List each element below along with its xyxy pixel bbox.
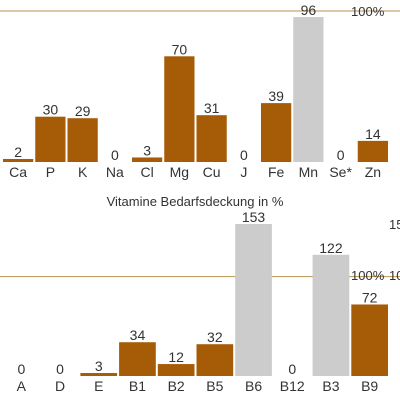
- bar-e: [80, 373, 118, 376]
- category-label: D: [55, 378, 65, 394]
- vitamins-chart: Vitamine Bedarfsdeckung in % 100% 15 10 …: [0, 194, 400, 394]
- bar-ca: [3, 158, 34, 162]
- bar-p: [35, 116, 66, 162]
- category-label: B9: [361, 378, 378, 394]
- category-label: Fe: [268, 164, 285, 180]
- data-label: 31: [204, 100, 220, 116]
- bar-mg: [164, 56, 195, 162]
- data-label: 72: [362, 289, 378, 305]
- data-label: 32: [207, 329, 223, 345]
- data-label: 122: [319, 240, 343, 256]
- edge-label-ref: 10: [389, 268, 400, 283]
- category-label: P: [46, 164, 55, 180]
- bar-zn: [357, 140, 388, 162]
- data-label: 0: [17, 361, 25, 377]
- data-label: 70: [172, 41, 188, 57]
- bar-mn: [293, 17, 324, 163]
- bar-b5: [196, 344, 234, 376]
- category-label: Mg: [170, 164, 189, 180]
- data-label: 0: [288, 361, 296, 377]
- category-label: Zn: [365, 164, 381, 180]
- category-label: Cu: [203, 164, 221, 180]
- category-label: Se*: [329, 164, 352, 180]
- data-label: 34: [130, 327, 146, 343]
- category-label: J: [240, 164, 247, 180]
- category-label: B6: [245, 378, 262, 394]
- reference-label-100: 100%: [351, 268, 385, 283]
- data-label: 96: [301, 2, 317, 18]
- category-label: K: [78, 164, 88, 180]
- category-label: B12: [280, 378, 305, 394]
- data-label: 29: [75, 103, 91, 119]
- data-label: 2: [14, 144, 22, 160]
- data-label: 12: [168, 349, 184, 365]
- category-label: Cl: [141, 164, 154, 180]
- category-label: Mn: [299, 164, 318, 180]
- bar-b9: [351, 304, 388, 376]
- bar-cu: [196, 115, 227, 162]
- edge-label-top: 15: [389, 217, 400, 232]
- bar-b1: [119, 342, 156, 376]
- data-label: 0: [56, 361, 64, 377]
- data-label: 14: [365, 126, 381, 142]
- data-label: 3: [95, 358, 103, 374]
- data-label: 0: [111, 147, 119, 163]
- bar-b6: [235, 224, 272, 376]
- category-label: B1: [129, 378, 146, 394]
- category-label: B2: [168, 378, 185, 394]
- bar-b2: [157, 364, 195, 376]
- chart-title: Vitamine Bedarfsdeckung in %: [107, 194, 284, 209]
- category-label: A: [17, 378, 27, 394]
- bar-fe: [261, 103, 292, 162]
- category-label: E: [94, 378, 103, 394]
- data-label: 30: [43, 102, 59, 118]
- category-label: Na: [106, 164, 124, 180]
- bar-b3: [312, 254, 350, 376]
- data-label: 153: [242, 209, 266, 225]
- category-label: B5: [206, 378, 223, 394]
- category-label: Ca: [9, 164, 27, 180]
- bar-cl: [132, 157, 163, 162]
- data-label: 3: [143, 142, 151, 158]
- data-label: 0: [240, 147, 248, 163]
- reference-label-100: 100%: [351, 4, 385, 19]
- data-label: 39: [268, 88, 284, 104]
- minerals-chart: 100% 2Ca30P29K0Na3Cl70Mg31Cu0J39Fe96Mn0S…: [0, 2, 400, 180]
- category-label: B3: [322, 378, 339, 394]
- bar-k: [67, 118, 98, 162]
- data-label: 0: [337, 147, 345, 163]
